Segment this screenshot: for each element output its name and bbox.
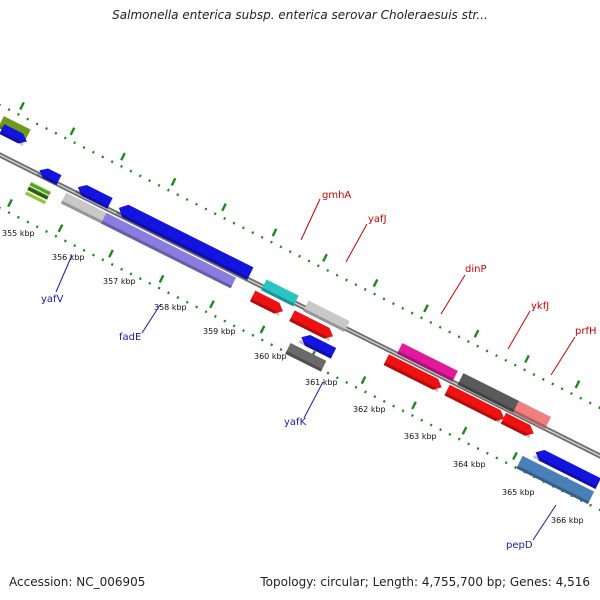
leader-fadE [141,304,161,334]
inner-major-tick [259,325,266,334]
inner-major-tick [461,426,468,435]
gene-labels: gmhA yafJ dinP ykfJ prfH yafV fadE yafK … [41,190,597,551]
gene-red-ykfJ[interactable] [444,384,507,424]
outer-dot-row [0,103,600,410]
outer-major-tick [170,177,177,187]
gene-red-prfH[interactable] [500,412,537,439]
gene-gray-ykfJ[interactable] [457,373,521,414]
outer-major-tick [524,354,530,364]
inner-major-tick [209,300,215,309]
leader-ykfJ [507,310,531,350]
inner-major-tick [360,375,367,385]
leader-pepD [532,504,557,541]
gene-blue-pepD-top[interactable] [532,447,600,489]
gene-red-yafJ[interactable] [289,310,336,342]
outer-major-tick [322,253,328,262]
gene-gray-yafV[interactable] [60,192,108,224]
leader-gmhA [300,198,321,241]
tick-label-356: 356 kbp [52,253,85,262]
outer-major-tick [19,101,25,111]
kbp-tick-labels: 355 kbp 356 kbp 357 kbp 358 kbp 359 kbp … [2,229,584,525]
gene-label-gmhA[interactable]: gmhA [322,190,351,201]
gene-label-yafJ[interactable]: yafJ [368,214,387,225]
gene-pink-dinP[interactable] [397,343,458,382]
inner-major-tick [57,224,64,233]
gene-gray-yafJ[interactable] [303,300,350,332]
gene-label-prfH[interactable]: prfH [575,326,597,337]
gene-salmon-prfH[interactable] [513,400,552,429]
gene-blue-small[interactable] [36,165,62,185]
gene-blue-yafV-top[interactable] [75,182,113,209]
gene-label-dinP[interactable]: dinP [465,264,487,275]
leader-dinP [440,274,466,315]
outer-major-tick [473,329,480,338]
inner-major-tick [108,249,114,258]
gene-label-yafV[interactable]: yafV [41,294,64,305]
tick-label-363: 363 kbp [404,432,437,441]
outer-major-tick [69,127,76,136]
outer-major-ticks [19,101,581,389]
gene-green-b[interactable] [29,181,51,196]
tick-label-365: 365 kbp [502,488,535,497]
gene-purple-fadE[interactable] [101,212,237,289]
tick-label-366: 366 kbp [551,516,584,525]
gene-blue-fadE[interactable] [115,202,254,280]
outer-major-tick [372,278,379,288]
outer-major-tick [271,228,278,237]
outer-major-tick [423,304,429,313]
leader-prfH [550,336,576,376]
tick-label-359: 359 kbp [203,327,236,336]
tick-label-360: 360 kbp [254,352,287,361]
leader-yafV [55,254,73,293]
gene-blue-yafK[interactable] [298,332,337,359]
inner-major-tick [512,451,518,461]
label-leaders [55,198,576,541]
gene-label-pepD[interactable]: pepD [506,540,533,551]
genome-stats-text: Topology: circular; Length: 4,755,700 bp… [260,575,590,589]
tick-label-355: 355 kbp [2,229,35,238]
gene-label-yafK[interactable]: yafK [284,417,307,428]
gene-cyan-gmhA[interactable] [261,279,299,307]
gene-green-c[interactable] [27,186,49,200]
map-title: Salmonella enterica subsp. enterica sero… [112,8,488,22]
gene-label-fadE[interactable]: fadE [119,332,141,343]
gene-label-ykfJ[interactable]: ykfJ [531,301,549,312]
gene-gray-yafK[interactable] [285,343,327,372]
leader-yafJ [345,223,368,263]
gene-red-dinP[interactable] [383,354,445,393]
gene-features [0,116,600,505]
tick-label-362: 362 kbp [353,405,386,414]
outer-major-tick [120,152,126,161]
tick-label-357: 357 kbp [103,277,136,286]
outer-major-tick [574,380,581,389]
inner-major-tick [411,401,417,410]
gene-red-gmhA[interactable] [249,290,286,317]
tick-label-364: 364 kbp [453,460,486,469]
tick-label-361: 361 kbp [305,378,338,387]
outer-major-tick [221,203,227,212]
tick-label-358: 358 kbp [154,303,187,312]
leader-yafK [303,381,324,419]
gene-green-d[interactable] [25,190,47,205]
gene-steelblue-pepD[interactable] [516,455,595,505]
accession-text: Accession: NC_006905 [9,575,146,589]
inner-major-tick [158,274,165,284]
inner-major-tick [7,198,13,208]
gene-blue-left-edge[interactable] [0,124,29,146]
